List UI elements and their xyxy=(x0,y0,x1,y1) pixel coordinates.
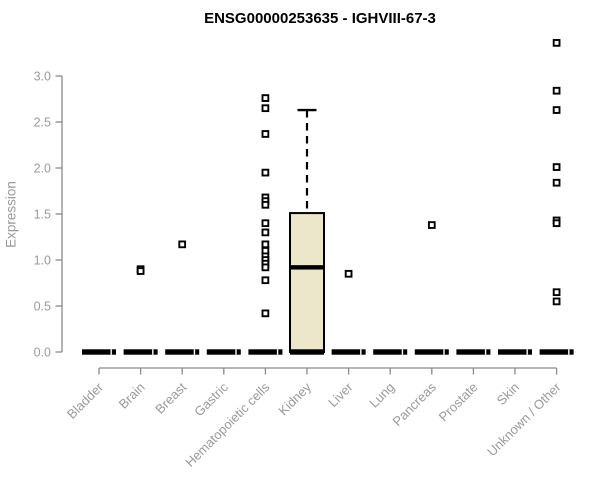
x-category-label: Kidney xyxy=(275,379,314,418)
zero-bar xyxy=(123,349,158,355)
outlier-point xyxy=(261,200,270,209)
x-category-label: Breast xyxy=(152,379,189,416)
zero-bar xyxy=(414,349,449,355)
zero-bar-notch xyxy=(110,349,112,355)
outlier-point xyxy=(261,94,270,102)
zero-bar xyxy=(165,349,200,355)
zero-bar xyxy=(456,349,491,355)
x-category-label: Prostate xyxy=(436,380,481,425)
zero-bar xyxy=(248,349,283,355)
x-category-label: Brain xyxy=(116,380,148,412)
zero-bar-notch xyxy=(193,349,196,355)
zero-bar xyxy=(539,349,574,355)
zero-bar xyxy=(498,349,532,355)
outlier-point xyxy=(261,104,270,113)
outlier-point xyxy=(136,267,145,275)
box-zero-edge xyxy=(290,349,324,355)
outlier-point xyxy=(552,288,561,297)
y-tick-label: 2.0 xyxy=(34,162,51,176)
zero-bar xyxy=(82,349,116,355)
outlier-point xyxy=(261,228,270,237)
outlier-point xyxy=(552,297,561,306)
box-median xyxy=(290,265,324,270)
outlier-point xyxy=(552,178,561,187)
outlier-point xyxy=(261,309,270,318)
outlier-point xyxy=(261,130,270,138)
zero-bar xyxy=(331,349,366,355)
outlier-point xyxy=(552,219,561,228)
x-category-label: Gastric xyxy=(191,379,231,419)
zero-bar-notch xyxy=(484,349,487,355)
zero-bar-notch xyxy=(360,349,362,355)
zero-bar xyxy=(373,349,408,355)
outlier-point xyxy=(427,221,436,229)
outlier-point xyxy=(344,269,353,278)
x-category-label: Bladder xyxy=(64,379,107,422)
zero-bar-notch xyxy=(401,349,404,355)
box-body xyxy=(289,212,325,353)
x-category-label: Unknown / Other xyxy=(484,379,564,459)
zero-bar-notch xyxy=(152,349,154,355)
y-tick-label: 1.5 xyxy=(34,208,51,222)
outlier-point xyxy=(552,39,561,47)
outlier-point xyxy=(552,106,561,114)
outlier-point xyxy=(261,240,270,249)
outlier-point xyxy=(261,168,270,177)
zero-bar-notch xyxy=(443,349,445,355)
y-tick-label: 0.0 xyxy=(34,346,51,360)
zero-bar-notch xyxy=(235,349,237,355)
zero-bar-notch xyxy=(568,349,570,355)
zero-bar xyxy=(206,349,241,355)
x-category-label: Lung xyxy=(366,380,397,411)
y-tick-label: 2.5 xyxy=(34,116,51,130)
y-tick-label: 1.0 xyxy=(34,254,51,268)
zero-bar-notch xyxy=(526,349,528,355)
x-category-label: Pancreas xyxy=(389,379,439,429)
y-tick-label: 3.0 xyxy=(34,70,51,84)
y-tick-label: 0.5 xyxy=(34,300,51,314)
outlier-point xyxy=(178,240,187,249)
outlier-point xyxy=(261,263,270,272)
outlier-point xyxy=(552,86,561,95)
x-category-label: Liver xyxy=(325,379,356,410)
chart-title: ENSG00000253635 - IGHVIII-67-3 xyxy=(204,10,436,27)
outlier-point xyxy=(552,163,561,171)
outlier-point xyxy=(261,219,270,228)
zero-bar-notch xyxy=(276,349,279,355)
outlier-point xyxy=(261,276,270,285)
x-category-label: Skin xyxy=(494,380,522,408)
